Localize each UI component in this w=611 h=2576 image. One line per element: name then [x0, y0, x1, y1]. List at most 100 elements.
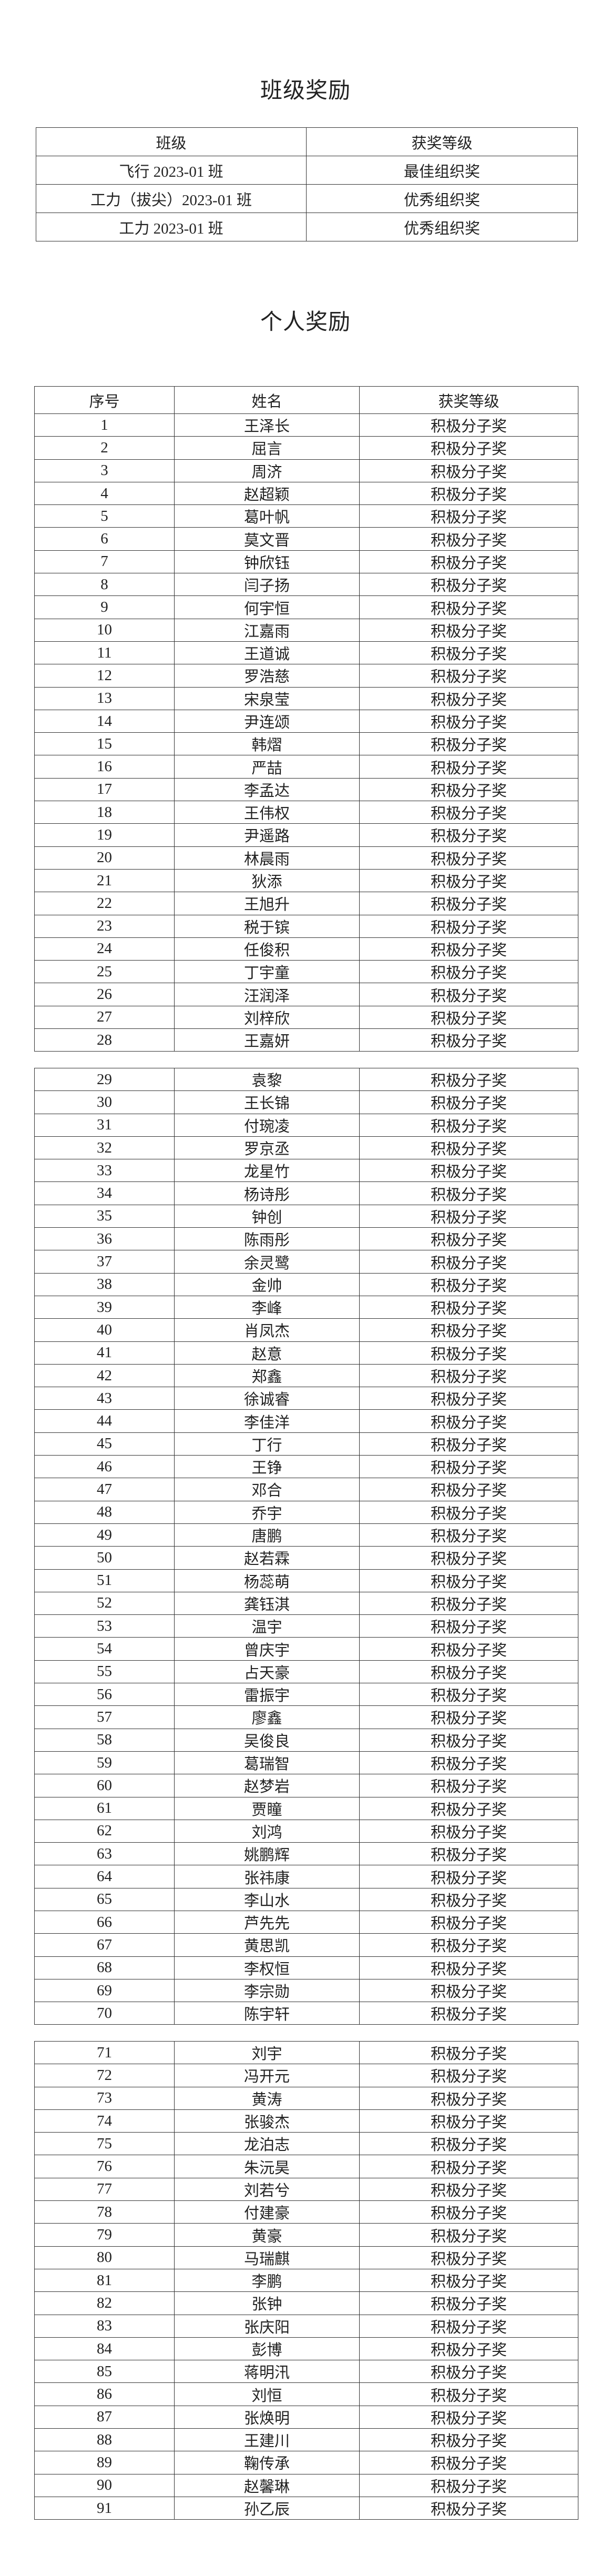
- number-cell: 41: [34, 1341, 175, 1365]
- number-cell: 7: [34, 550, 175, 574]
- number-cell: 89: [34, 2451, 175, 2474]
- name-cell: 姚鹏辉: [174, 1842, 360, 1866]
- number-cell: 37: [34, 1250, 175, 1274]
- award-cell: 积极分子奖: [359, 1387, 578, 1410]
- individual-awards-title: 个人奖励: [260, 310, 351, 335]
- table-row: 10 江嘉雨 积极分子奖: [34, 618, 578, 642]
- number-cell: 69: [34, 1978, 175, 2003]
- name-cell: 葛叶帆: [174, 504, 360, 528]
- name-cell: 钟创: [174, 1204, 360, 1228]
- number-cell: 25: [34, 960, 175, 984]
- name-cell: 陈宇轩: [174, 2002, 360, 2025]
- table-row: 60 赵梦岩 积极分子奖: [34, 1774, 578, 1797]
- number-cell: 49: [34, 1523, 175, 1547]
- name-cell: 刘梓欣: [174, 1005, 360, 1029]
- number-cell: 4: [34, 481, 175, 506]
- name-cell: 赵若霖: [174, 1546, 360, 1570]
- table-row: 90 赵馨琳 积极分子奖: [34, 2473, 578, 2497]
- number-cell: 73: [34, 2086, 175, 2110]
- award-cell: 积极分子奖: [359, 2132, 578, 2156]
- number-cell: 15: [34, 732, 175, 756]
- table-row: 46 王铮 积极分子奖: [34, 1455, 578, 1479]
- class-awards-title: 班级奖励: [260, 79, 351, 103]
- table-row: 27 刘梓欣 积极分子奖: [34, 1005, 578, 1029]
- name-cell: 李宗勋: [174, 1978, 360, 2003]
- table-row: 50 赵若霖 积极分子奖: [34, 1546, 578, 1570]
- name-cell: 余灵鹭: [174, 1250, 360, 1274]
- name-cell: 王旭升: [174, 892, 360, 915]
- table-row: 83 张庆阳 积极分子奖: [34, 2314, 578, 2338]
- award-cell: 积极分子奖: [359, 1113, 578, 1137]
- award-cell: 积极分子奖: [359, 1591, 578, 1615]
- name-cell: 付琬凌: [174, 1113, 360, 1137]
- number-cell: 82: [34, 2291, 175, 2315]
- name-cell: 黄豪: [174, 2223, 360, 2247]
- name-cell: 张骏杰: [174, 2109, 360, 2133]
- table-row: 87 张焕明 积极分子奖: [34, 2405, 578, 2429]
- number-cell: 32: [34, 1136, 175, 1160]
- award-cell: 积极分子奖: [359, 2405, 578, 2429]
- award-cell: 积极分子奖: [359, 1067, 578, 1092]
- award-cell: 积极分子奖: [359, 618, 578, 642]
- award-cell: 积极分子奖: [359, 983, 578, 1006]
- table-row: 6 莫文晋 积极分子奖: [34, 527, 578, 551]
- table-row: 26 汪润泽 积极分子奖: [34, 983, 578, 1006]
- name-cell: 金帅: [174, 1272, 360, 1296]
- number-cell: 75: [34, 2132, 175, 2156]
- award-cell: 积极分子奖: [359, 1432, 578, 1456]
- number-cell: 83: [34, 2314, 175, 2338]
- number-cell: 21: [34, 868, 175, 893]
- name-cell: 闫子扬: [174, 573, 360, 597]
- table-row: 62 刘鸿 积极分子奖: [34, 1819, 578, 1843]
- individual-awards-table-part-2: 29 袁黎 积极分子奖 30 王长锦 积极分子奖 31 付琬凌 积极分子奖 32 罗京丞 积极分子奖 3…: [34, 1067, 578, 2025]
- award-cell: 积极分子奖: [359, 1478, 578, 1501]
- name-cell: 彭博: [174, 2337, 360, 2361]
- award-cell: 积极分子奖: [359, 2291, 578, 2315]
- name-cell: 莫文晋: [174, 527, 360, 551]
- award-cell: 积极分子奖: [359, 436, 578, 460]
- table-row: 15 韩熠 积极分子奖: [34, 732, 578, 756]
- name-cell: 张庆阳: [174, 2314, 360, 2338]
- table-row: 84 彭博 积极分子奖: [34, 2337, 578, 2361]
- award-cell: 积极分子奖: [359, 573, 578, 597]
- table-row: 36 陈雨彤 积极分子奖: [34, 1227, 578, 1251]
- table-row: 28 王嘉妍 积极分子奖: [34, 1028, 578, 1052]
- name-cell: 葛瑞智: [174, 1751, 360, 1775]
- award-cell: 积极分子奖: [359, 2155, 578, 2178]
- number-cell: 10: [34, 618, 175, 642]
- number-cell: 62: [34, 1819, 175, 1843]
- table-row: 25 丁宇童 积极分子奖: [34, 960, 578, 984]
- table-row: 77 刘若兮 积极分子奖: [34, 2177, 578, 2201]
- number-cell: 68: [34, 1956, 175, 1979]
- table-row: 56 雷振宇 积极分子奖: [34, 1683, 578, 1706]
- table-row: 73 黄涛 积极分子奖: [34, 2086, 578, 2110]
- award-cell: 积极分子奖: [359, 960, 578, 984]
- name-cell: 刘若兮: [174, 2177, 360, 2201]
- award-cell: 积极分子奖: [359, 459, 578, 482]
- table-row: 89 鞠传承 积极分子奖: [34, 2451, 578, 2474]
- number-cell: 70: [34, 2002, 175, 2025]
- award-cell: 积极分子奖: [359, 1204, 578, 1228]
- table-row: 59 葛瑞智 积极分子奖: [34, 1751, 578, 1775]
- table-row: 18 王伟权 积极分子奖: [34, 801, 578, 824]
- name-cell: 张钟: [174, 2291, 360, 2315]
- table-row: 57 廖鑫 积极分子奖: [34, 1705, 578, 1729]
- name-cell: 李峰: [174, 1295, 360, 1319]
- table-row: 69 李宗勋 积极分子奖: [34, 1978, 578, 2003]
- award-cell: 积极分子奖: [359, 2314, 578, 2338]
- award-cell: 积极分子奖: [359, 1751, 578, 1775]
- table-row: 24 任俊积 积极分子奖: [34, 937, 578, 961]
- name-cell: 张祎康: [174, 1865, 360, 1888]
- award-cell: 优秀组织奖: [306, 213, 578, 241]
- award-cell: 积极分子奖: [359, 1005, 578, 1029]
- name-cell: 黄涛: [174, 2086, 360, 2110]
- award-cell: 积极分子奖: [359, 413, 578, 437]
- award-cell: 积极分子奖: [359, 1341, 578, 1365]
- award-cell: 积极分子奖: [359, 914, 578, 938]
- table-row: 45 丁行 积极分子奖: [34, 1432, 578, 1456]
- number-cell: 6: [34, 527, 175, 551]
- number-cell: 1: [34, 413, 175, 437]
- number-cell: 59: [34, 1751, 175, 1775]
- table-row: 33 龙星竹 积极分子奖: [34, 1159, 578, 1183]
- award-cell: 积极分子奖: [359, 1295, 578, 1319]
